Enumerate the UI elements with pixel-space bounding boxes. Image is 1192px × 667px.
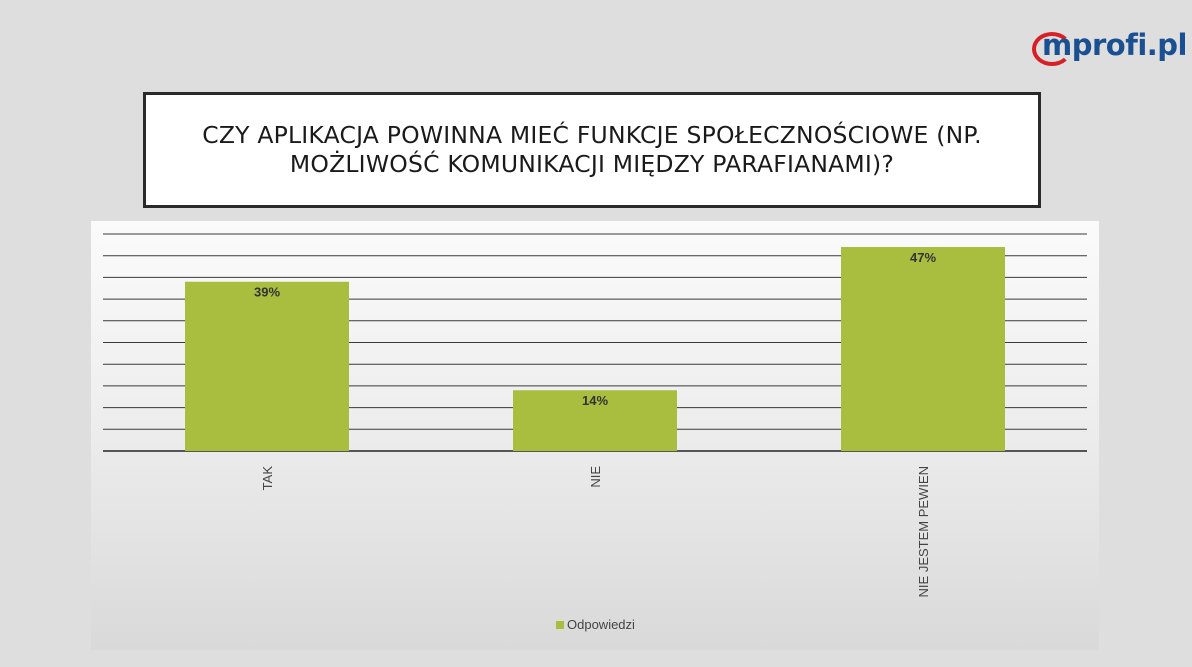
legend-label: Odpowiedzi [567, 617, 635, 632]
bar-nie-jestem-pewien [841, 247, 1005, 451]
category-label: NIE [588, 466, 603, 488]
chart-panel: 39% TAK 14% NIE 47% NIE JESTEM PEWIEN Odpowied… [91, 221, 1099, 650]
chart-title: CZY APLIKACJA POWINNA MIEĆ FUNKCJE SPOŁE… [202, 121, 982, 178]
mprofi-logo: mprofi.pl [1030, 22, 1187, 74]
logo-ring-icon [1032, 32, 1072, 66]
bar-chart: 39% TAK 14% NIE 47% NIE JESTEM PEWIEN Odpowied… [103, 233, 1087, 632]
data-label: 39% [254, 285, 280, 300]
logo-text: mprofi.pl [1042, 28, 1187, 62]
chart-title-box: CZY APLIKACJA POWINNA MIEĆ FUNKCJE SPOŁE… [143, 92, 1041, 208]
bar-tak [185, 281, 349, 451]
data-label: 14% [582, 393, 608, 408]
legend-swatch [556, 621, 564, 629]
data-label: 47% [910, 250, 936, 265]
category-label: NIE JESTEM PEWIEN [916, 466, 931, 597]
bar-nie [513, 390, 677, 451]
category-label: TAK [260, 466, 275, 491]
